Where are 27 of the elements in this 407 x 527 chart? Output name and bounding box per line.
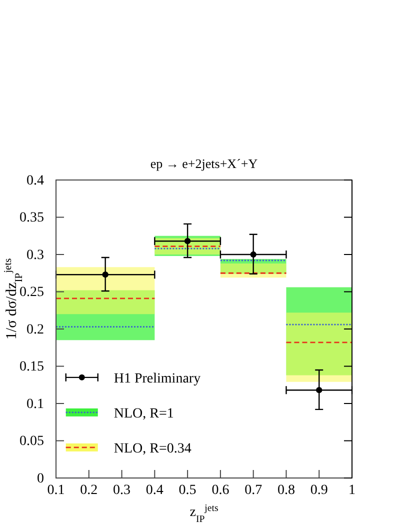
y-tick-label: 0 — [37, 471, 44, 486]
y-tick-label: 0.25 — [20, 285, 44, 300]
point — [102, 272, 108, 278]
x-tick-label: 0.1 — [47, 482, 65, 498]
x-tick-label: 1 — [348, 482, 356, 498]
x-tick-label: 0.8 — [277, 482, 295, 498]
legend-label: H1 Preliminary — [114, 371, 201, 386]
y-tick-label: 0.05 — [20, 434, 44, 450]
y-tick-label: 0.3 — [26, 248, 44, 263]
x-tick-label: 0.9 — [310, 482, 328, 498]
y-tick-label: 0.4 — [26, 173, 44, 188]
x-tick-label: 0.3 — [113, 482, 131, 498]
x-tick-label: 0.5 — [178, 482, 196, 498]
y-tick-label: 0.2 — [26, 322, 44, 338]
y-tick-label: 0.35 — [20, 210, 44, 226]
point — [316, 387, 322, 394]
legend-label: NLO, R=0.34 — [114, 441, 192, 456]
legend-label: NLO, R=1 — [114, 406, 174, 422]
y-tick-label: 0.15 — [20, 360, 44, 375]
point — [250, 251, 256, 258]
point — [184, 238, 191, 244]
x-tick-label: 0.4 — [146, 482, 164, 498]
x-tick-label: 0.7 — [244, 482, 262, 498]
y-tick-label: 0.1 — [26, 396, 44, 412]
chart-title: ep → e+2jets+X´+Y — [150, 156, 258, 171]
x-tick-label: 0.6 — [212, 482, 230, 498]
x-tick-label: 0.2 — [80, 482, 98, 498]
